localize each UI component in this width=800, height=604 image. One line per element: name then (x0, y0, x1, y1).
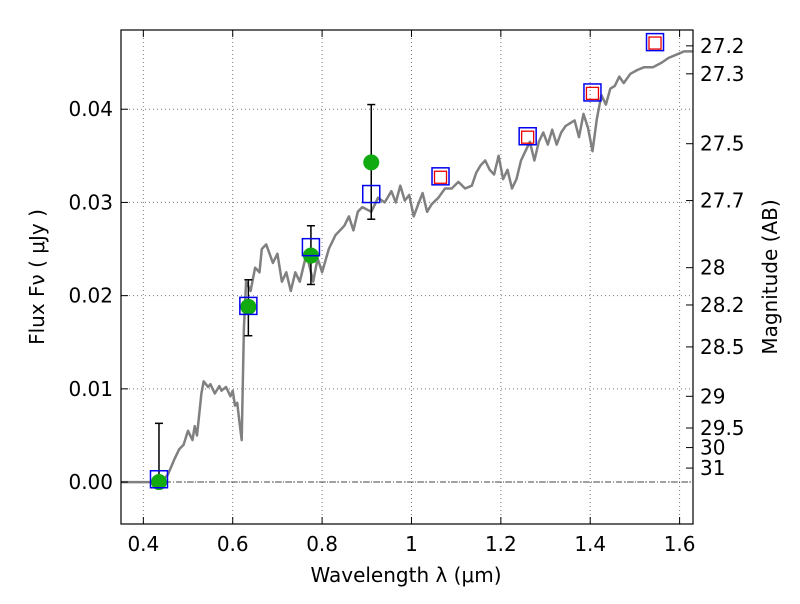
right-axis-label: Magnitude (AB) (758, 199, 782, 354)
x-tick-label: 0.4 (127, 532, 159, 556)
errorbar-layer (154, 103, 376, 483)
right-tick-label: 30 (700, 436, 725, 460)
x-axis-label: Wavelength λ (μm) (310, 563, 501, 587)
measured-points-layer (150, 154, 380, 491)
right-tick-label: 31 (700, 456, 725, 480)
x-tick-label: 1.2 (485, 532, 517, 556)
right-tick-label: 29 (700, 384, 725, 408)
x-tick-label: 0.8 (306, 532, 338, 556)
model-box (431, 167, 450, 186)
right-tick-label: 29.5 (700, 416, 745, 440)
y-tick-label: 0.02 (68, 284, 113, 308)
measured-point (240, 298, 257, 315)
sed-curve-layer (121, 50, 693, 484)
x-tick-label: 1.4 (574, 532, 606, 556)
upper-box (521, 130, 535, 144)
measured-point (150, 474, 167, 491)
x-tick-label: 0.6 (217, 532, 249, 556)
x-tick-label: 1 (405, 532, 418, 556)
right-tick-label: 27.3 (700, 62, 745, 86)
model-box (149, 470, 169, 489)
right-tick-label: 28.5 (700, 335, 745, 359)
plot-frame-border (120, 29, 694, 525)
y-tick-label: 0.01 (68, 377, 113, 401)
upper-box (648, 36, 662, 50)
plot-frame (120, 29, 694, 525)
y-tick-label: 0.00 (68, 470, 113, 494)
model-box (645, 32, 665, 52)
right-tick-label: 27.5 (700, 132, 745, 156)
y-axis: 0.00 0.01 0.02 0.03 0.04 (68, 97, 128, 494)
measured-point (363, 154, 380, 171)
right-tick-label: 28 (700, 256, 725, 280)
sed-model-curve (121, 50, 693, 484)
model-box (583, 83, 602, 102)
right-tick-label: 27.2 (700, 34, 745, 58)
upper-box (585, 86, 600, 101)
model-boxes-layer (149, 32, 665, 489)
y-tick-label: 0.04 (68, 97, 113, 121)
model-box (362, 184, 381, 204)
model-box (301, 237, 321, 257)
upper-box (433, 170, 448, 184)
x-axis: 0.4 0.6 0.8 1 1.2 1.4 1.6 (127, 30, 696, 556)
right-tick-label: 28.2 (700, 293, 745, 317)
x-tick-label: 1.6 (664, 532, 696, 556)
model-box (239, 296, 258, 316)
right-tick-label: 27.7 (700, 189, 745, 213)
y-axis-label: Flux Fν ( μJy ) (25, 209, 49, 345)
y-tick-label: 0.03 (68, 190, 113, 214)
model-box (518, 127, 537, 146)
